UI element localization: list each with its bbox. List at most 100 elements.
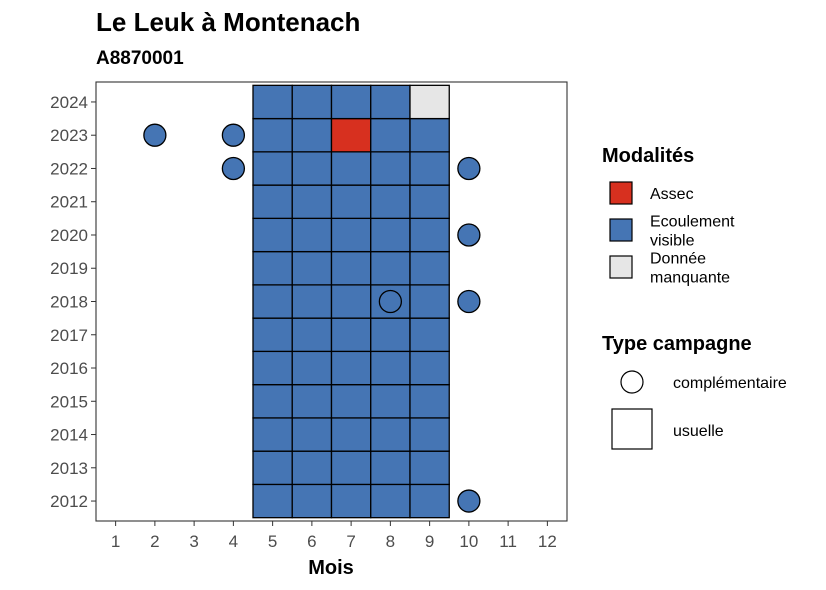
x-tick-label: 8 [386, 532, 395, 551]
tile-2015-6 [291, 383, 333, 419]
tile-2023-9 [409, 117, 450, 153]
tile-2019-8 [370, 250, 411, 286]
tile-2016-5 [252, 350, 293, 386]
y-tick-label: 2012 [50, 492, 88, 511]
tile-2016-7 [330, 350, 372, 386]
tile-2017-9 [409, 317, 450, 353]
y-tick-label: 2020 [50, 226, 88, 245]
tile-2013-8 [370, 450, 411, 486]
tile-2015-8 [370, 383, 411, 419]
legend-key-manquante [609, 255, 633, 279]
y-tick-label: 2024 [50, 93, 88, 112]
point-2022-10 [457, 156, 481, 181]
y-tick-label: 2013 [50, 459, 88, 478]
legend-label-manquante: manquante [650, 270, 730, 287]
point-2018-10 [457, 289, 481, 314]
tile-2018-7 [330, 284, 372, 319]
tile-2018-9 [409, 284, 450, 319]
tile-2017-5 [252, 317, 293, 353]
tile-2017-7 [330, 317, 372, 353]
legend-key-usuelle [611, 408, 653, 450]
legend-modalites-title: Modalités [602, 145, 694, 167]
legend-label-ecoulement: visible [650, 233, 695, 250]
tile-2019-5 [252, 250, 293, 286]
tile-2023-6 [291, 117, 333, 153]
tile-2016-6 [291, 350, 333, 386]
tile-2018-5 [252, 284, 293, 319]
tile-2022-5 [252, 151, 293, 186]
y-tick-label: 2018 [50, 293, 88, 312]
legend-key-ecoulement [609, 218, 633, 242]
tile-2015-9 [409, 383, 450, 419]
tile-2022-6 [291, 151, 333, 186]
tile-2012-7 [330, 483, 372, 519]
x-tick-label: 4 [229, 532, 238, 551]
tile-2012-9 [409, 483, 450, 519]
legend-label-manquante: Donnée [650, 251, 706, 268]
y-tick-label: 2023 [50, 126, 88, 145]
tile-2014-7 [330, 417, 372, 452]
tile-2013-6 [291, 450, 333, 486]
tile-2024-6 [291, 84, 333, 120]
y-tick-label: 2022 [50, 159, 88, 178]
tile-2024-5 [252, 84, 293, 120]
tile-2024-9 [409, 84, 450, 120]
tile-2019-7 [330, 250, 372, 286]
tile-2020-6 [291, 217, 333, 253]
point-2020-10 [457, 223, 481, 247]
tile-2015-5 [252, 383, 293, 419]
tile-2022-9 [409, 151, 450, 186]
legend-label-ecoulement: Ecoulement [650, 214, 735, 231]
tile-2021-7 [330, 184, 372, 220]
y-tick-label: 2015 [50, 392, 88, 411]
legend-key-assec [609, 181, 633, 205]
legend-key-complementaire [620, 370, 644, 394]
tile-2021-8 [370, 184, 411, 220]
y-tick-label: 2021 [50, 193, 88, 212]
point-2018-8 [378, 289, 403, 314]
tile-2012-6 [291, 483, 333, 519]
y-tick-label: 2019 [50, 259, 88, 278]
tile-2022-8 [370, 151, 411, 186]
tile-2014-8 [370, 417, 411, 452]
legend-label-usuelle: usuelle [673, 423, 724, 440]
tile-2014-5 [252, 417, 293, 452]
tile-2023-8 [370, 117, 411, 153]
tile-2023-5 [252, 117, 293, 153]
legend-label-complementaire: complémentaire [673, 375, 787, 392]
tile-2019-6 [291, 250, 333, 286]
plot-area [95, 81, 568, 522]
tile-2023-7 [330, 117, 372, 153]
tile-2013-9 [409, 450, 450, 486]
tile-2016-8 [370, 350, 411, 386]
tile-2021-6 [291, 184, 333, 220]
tile-2014-6 [291, 417, 333, 452]
x-tick-label: 3 [189, 532, 198, 551]
y-tick-label: 2016 [50, 359, 88, 378]
chart-title: Le Leuk à Montenach [96, 7, 360, 37]
tile-2013-5 [252, 450, 293, 486]
tile-2022-7 [330, 151, 372, 186]
tile-2015-7 [330, 383, 372, 419]
legend-type-title: Type campagne [602, 333, 752, 355]
tile-2014-9 [409, 417, 450, 452]
tile-2012-5 [252, 483, 293, 519]
legend-type-campagne: Type campagne complémentaire usuelle [602, 333, 787, 450]
point-2012-10 [457, 489, 481, 513]
tile-2016-9 [409, 350, 450, 386]
tile-2017-6 [291, 317, 333, 353]
point-2022-4 [221, 156, 246, 181]
tile-2021-5 [252, 184, 293, 220]
tile-2012-8 [370, 483, 411, 519]
tile-2013-7 [330, 450, 372, 486]
point-2023-4 [221, 123, 246, 147]
x-tick-label: 10 [459, 532, 478, 551]
chart-subtitle: A8870001 [96, 48, 184, 69]
x-tick-label: 2 [150, 532, 159, 551]
x-tick-label: 7 [346, 532, 355, 551]
x-tick-label: 11 [499, 532, 517, 551]
x-tick-label: 9 [425, 532, 434, 551]
tile-2024-7 [330, 84, 372, 120]
